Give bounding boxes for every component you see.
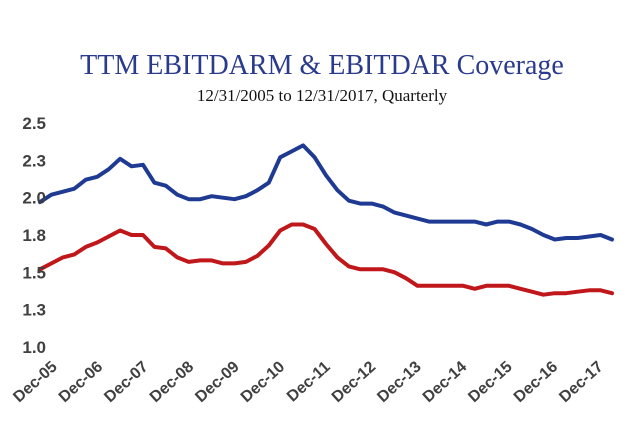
x-tick-label: Dec-05 <box>10 358 60 406</box>
y-tick-label: 1.5 <box>22 263 46 282</box>
x-tick-label: Dec-10 <box>238 358 288 406</box>
x-tick-label: Dec-08 <box>147 358 197 406</box>
y-tick-label: 1.3 <box>22 301 46 320</box>
x-axis: Dec-05Dec-06Dec-07Dec-08Dec-09Dec-10Dec-… <box>10 358 606 406</box>
x-tick-label: Dec-11 <box>284 358 334 405</box>
y-tick-label: 2.5 <box>22 114 46 133</box>
x-tick-label: Dec-16 <box>511 358 561 406</box>
x-tick-label: Dec-06 <box>56 358 106 406</box>
y-tick-label: 1.8 <box>22 226 46 245</box>
x-tick-label: Dec-17 <box>556 358 606 406</box>
x-tick-label: Dec-09 <box>192 358 242 406</box>
x-tick-label: Dec-12 <box>329 358 379 406</box>
plot-lines <box>38 143 614 297</box>
y-tick-label: 2.3 <box>22 151 46 170</box>
series-line-1 <box>38 143 614 242</box>
x-tick-label: Dec-07 <box>101 358 151 406</box>
y-tick-label: 1.0 <box>22 338 46 357</box>
x-tick-label: Dec-15 <box>465 358 515 406</box>
y-tick-label: 2.0 <box>22 189 46 208</box>
y-axis: 1.0 1.3 1.5 1.8 2.0 2.3 2.5 <box>22 114 46 357</box>
x-tick-label: Dec-13 <box>374 358 424 406</box>
x-tick-label: Dec-14 <box>420 358 470 406</box>
series-line-2 <box>38 222 614 297</box>
chart-title: TTM EBITDARM & EBITDAR Coverage <box>80 50 564 81</box>
chart-subtitle: 12/31/2005 to 12/31/2017, Quarterly <box>197 86 448 105</box>
